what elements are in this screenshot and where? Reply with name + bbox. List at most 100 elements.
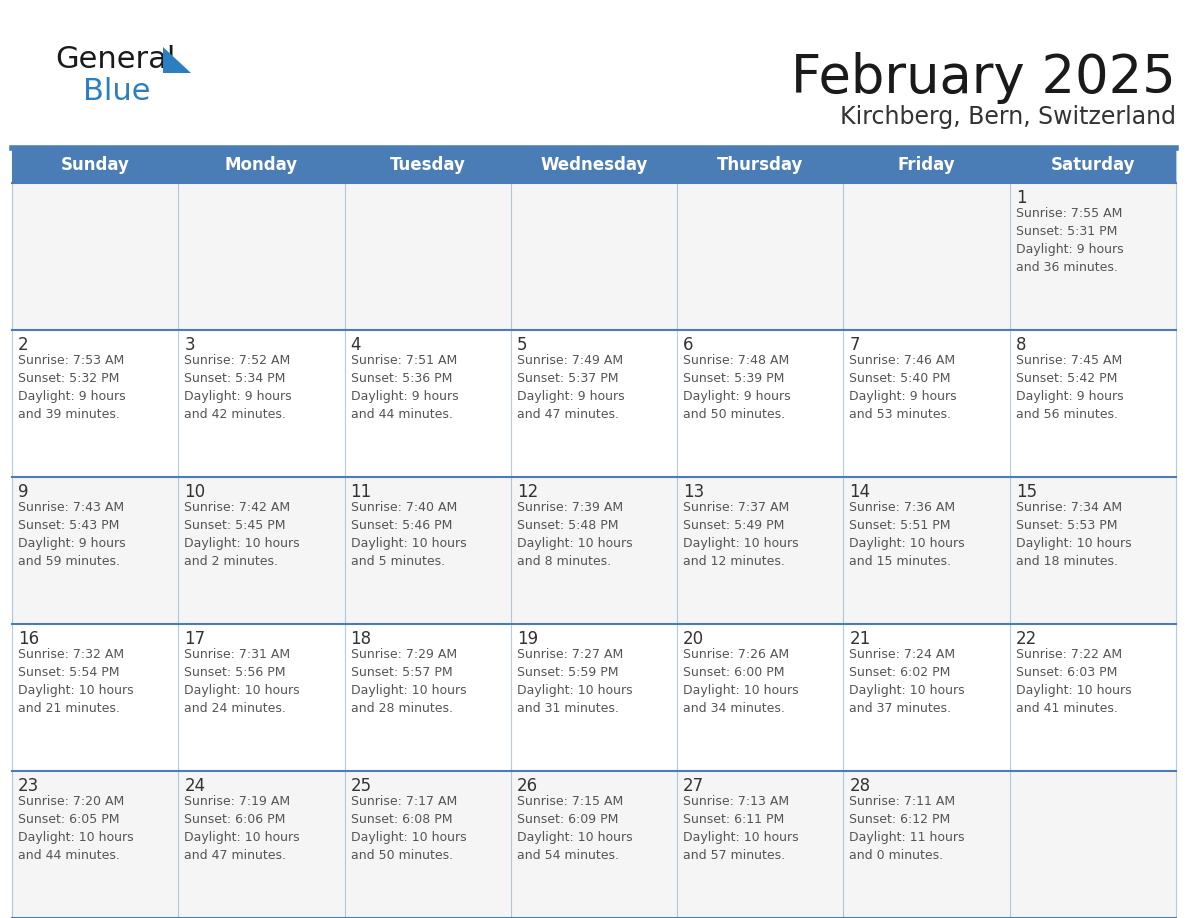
Text: Sunrise: 7:17 AM: Sunrise: 7:17 AM bbox=[350, 795, 457, 808]
Text: 28: 28 bbox=[849, 777, 871, 795]
Text: 25: 25 bbox=[350, 777, 372, 795]
Text: Sunrise: 7:43 AM: Sunrise: 7:43 AM bbox=[18, 501, 124, 514]
Text: 9: 9 bbox=[18, 483, 29, 501]
Text: 3: 3 bbox=[184, 336, 195, 354]
Text: Sunrise: 7:42 AM: Sunrise: 7:42 AM bbox=[184, 501, 290, 514]
Text: Sunset: 5:57 PM: Sunset: 5:57 PM bbox=[350, 666, 453, 679]
Text: Daylight: 11 hours: Daylight: 11 hours bbox=[849, 831, 965, 844]
Text: Saturday: Saturday bbox=[1050, 156, 1135, 174]
Text: Daylight: 9 hours: Daylight: 9 hours bbox=[184, 390, 292, 403]
Text: and 54 minutes.: and 54 minutes. bbox=[517, 849, 619, 862]
Text: Sunrise: 7:15 AM: Sunrise: 7:15 AM bbox=[517, 795, 624, 808]
Bar bbox=[511, 148, 677, 183]
Text: Sunrise: 7:36 AM: Sunrise: 7:36 AM bbox=[849, 501, 955, 514]
Text: and 47 minutes.: and 47 minutes. bbox=[184, 849, 286, 862]
Bar bbox=[677, 771, 843, 918]
Text: Sunset: 5:46 PM: Sunset: 5:46 PM bbox=[350, 519, 451, 532]
Bar bbox=[12, 477, 178, 624]
Text: and 15 minutes.: and 15 minutes. bbox=[849, 555, 952, 568]
Text: Sunrise: 7:11 AM: Sunrise: 7:11 AM bbox=[849, 795, 955, 808]
Text: and 41 minutes.: and 41 minutes. bbox=[1016, 702, 1118, 715]
Text: Wednesday: Wednesday bbox=[541, 156, 647, 174]
Text: Sunset: 5:53 PM: Sunset: 5:53 PM bbox=[1016, 519, 1117, 532]
Text: 22: 22 bbox=[1016, 630, 1037, 648]
Text: Sunset: 5:39 PM: Sunset: 5:39 PM bbox=[683, 372, 784, 385]
Bar bbox=[1010, 148, 1176, 183]
Bar bbox=[843, 330, 1010, 477]
Bar bbox=[345, 771, 511, 918]
Text: Sunrise: 7:29 AM: Sunrise: 7:29 AM bbox=[350, 648, 456, 661]
Text: Sunrise: 7:19 AM: Sunrise: 7:19 AM bbox=[184, 795, 290, 808]
Bar bbox=[12, 148, 178, 183]
Text: Daylight: 10 hours: Daylight: 10 hours bbox=[18, 684, 133, 697]
Text: 19: 19 bbox=[517, 630, 538, 648]
Text: and 57 minutes.: and 57 minutes. bbox=[683, 849, 785, 862]
Text: and 24 minutes.: and 24 minutes. bbox=[184, 702, 286, 715]
Bar bbox=[843, 771, 1010, 918]
Text: and 44 minutes.: and 44 minutes. bbox=[18, 849, 120, 862]
Text: Sunset: 6:03 PM: Sunset: 6:03 PM bbox=[1016, 666, 1117, 679]
Text: 4: 4 bbox=[350, 336, 361, 354]
Text: and 31 minutes.: and 31 minutes. bbox=[517, 702, 619, 715]
Bar bbox=[345, 477, 511, 624]
Text: Daylight: 10 hours: Daylight: 10 hours bbox=[350, 831, 466, 844]
Text: Sunset: 6:08 PM: Sunset: 6:08 PM bbox=[350, 813, 453, 826]
Text: Sunset: 5:42 PM: Sunset: 5:42 PM bbox=[1016, 372, 1117, 385]
Bar bbox=[178, 771, 345, 918]
Bar bbox=[178, 330, 345, 477]
Text: Sunset: 5:34 PM: Sunset: 5:34 PM bbox=[184, 372, 285, 385]
Bar bbox=[843, 183, 1010, 330]
Text: Monday: Monday bbox=[225, 156, 298, 174]
Bar bbox=[178, 477, 345, 624]
Text: Sunrise: 7:45 AM: Sunrise: 7:45 AM bbox=[1016, 354, 1121, 367]
Bar bbox=[843, 477, 1010, 624]
Text: Sunset: 5:43 PM: Sunset: 5:43 PM bbox=[18, 519, 119, 532]
Text: Blue: Blue bbox=[83, 77, 151, 106]
Text: 23: 23 bbox=[18, 777, 39, 795]
Text: Daylight: 9 hours: Daylight: 9 hours bbox=[18, 390, 126, 403]
Text: 12: 12 bbox=[517, 483, 538, 501]
Text: Sunrise: 7:52 AM: Sunrise: 7:52 AM bbox=[184, 354, 291, 367]
Text: Daylight: 9 hours: Daylight: 9 hours bbox=[683, 390, 791, 403]
Text: and 5 minutes.: and 5 minutes. bbox=[350, 555, 444, 568]
Text: Sunrise: 7:39 AM: Sunrise: 7:39 AM bbox=[517, 501, 623, 514]
Text: Sunrise: 7:40 AM: Sunrise: 7:40 AM bbox=[350, 501, 457, 514]
Bar bbox=[677, 624, 843, 771]
Text: Daylight: 10 hours: Daylight: 10 hours bbox=[350, 537, 466, 550]
Text: Sunset: 5:32 PM: Sunset: 5:32 PM bbox=[18, 372, 119, 385]
Text: and 42 minutes.: and 42 minutes. bbox=[184, 408, 286, 421]
Text: Daylight: 10 hours: Daylight: 10 hours bbox=[849, 684, 965, 697]
Text: 13: 13 bbox=[683, 483, 704, 501]
Text: Daylight: 10 hours: Daylight: 10 hours bbox=[184, 831, 299, 844]
Text: and 21 minutes.: and 21 minutes. bbox=[18, 702, 120, 715]
Text: Sunrise: 7:24 AM: Sunrise: 7:24 AM bbox=[849, 648, 955, 661]
Text: and 50 minutes.: and 50 minutes. bbox=[683, 408, 785, 421]
Bar bbox=[511, 771, 677, 918]
Bar bbox=[178, 624, 345, 771]
Text: Sunrise: 7:49 AM: Sunrise: 7:49 AM bbox=[517, 354, 623, 367]
Text: Sunset: 6:11 PM: Sunset: 6:11 PM bbox=[683, 813, 784, 826]
Text: Kirchberg, Bern, Switzerland: Kirchberg, Bern, Switzerland bbox=[840, 105, 1176, 129]
Text: and 44 minutes.: and 44 minutes. bbox=[350, 408, 453, 421]
Text: 26: 26 bbox=[517, 777, 538, 795]
Text: Sunday: Sunday bbox=[61, 156, 129, 174]
Text: Daylight: 9 hours: Daylight: 9 hours bbox=[849, 390, 958, 403]
Bar bbox=[677, 330, 843, 477]
Text: Daylight: 10 hours: Daylight: 10 hours bbox=[683, 831, 798, 844]
Text: and 56 minutes.: and 56 minutes. bbox=[1016, 408, 1118, 421]
Text: Sunrise: 7:31 AM: Sunrise: 7:31 AM bbox=[184, 648, 290, 661]
Text: Sunrise: 7:37 AM: Sunrise: 7:37 AM bbox=[683, 501, 789, 514]
Text: Daylight: 9 hours: Daylight: 9 hours bbox=[350, 390, 459, 403]
Text: Daylight: 10 hours: Daylight: 10 hours bbox=[1016, 684, 1131, 697]
Text: and 59 minutes.: and 59 minutes. bbox=[18, 555, 120, 568]
Text: 15: 15 bbox=[1016, 483, 1037, 501]
Text: February 2025: February 2025 bbox=[791, 52, 1176, 104]
Text: and 34 minutes.: and 34 minutes. bbox=[683, 702, 785, 715]
Bar bbox=[12, 771, 178, 918]
Text: 1: 1 bbox=[1016, 189, 1026, 207]
Bar bbox=[677, 477, 843, 624]
Text: 20: 20 bbox=[683, 630, 704, 648]
Text: Sunrise: 7:13 AM: Sunrise: 7:13 AM bbox=[683, 795, 789, 808]
Text: Sunrise: 7:53 AM: Sunrise: 7:53 AM bbox=[18, 354, 125, 367]
Text: Sunset: 5:37 PM: Sunset: 5:37 PM bbox=[517, 372, 619, 385]
